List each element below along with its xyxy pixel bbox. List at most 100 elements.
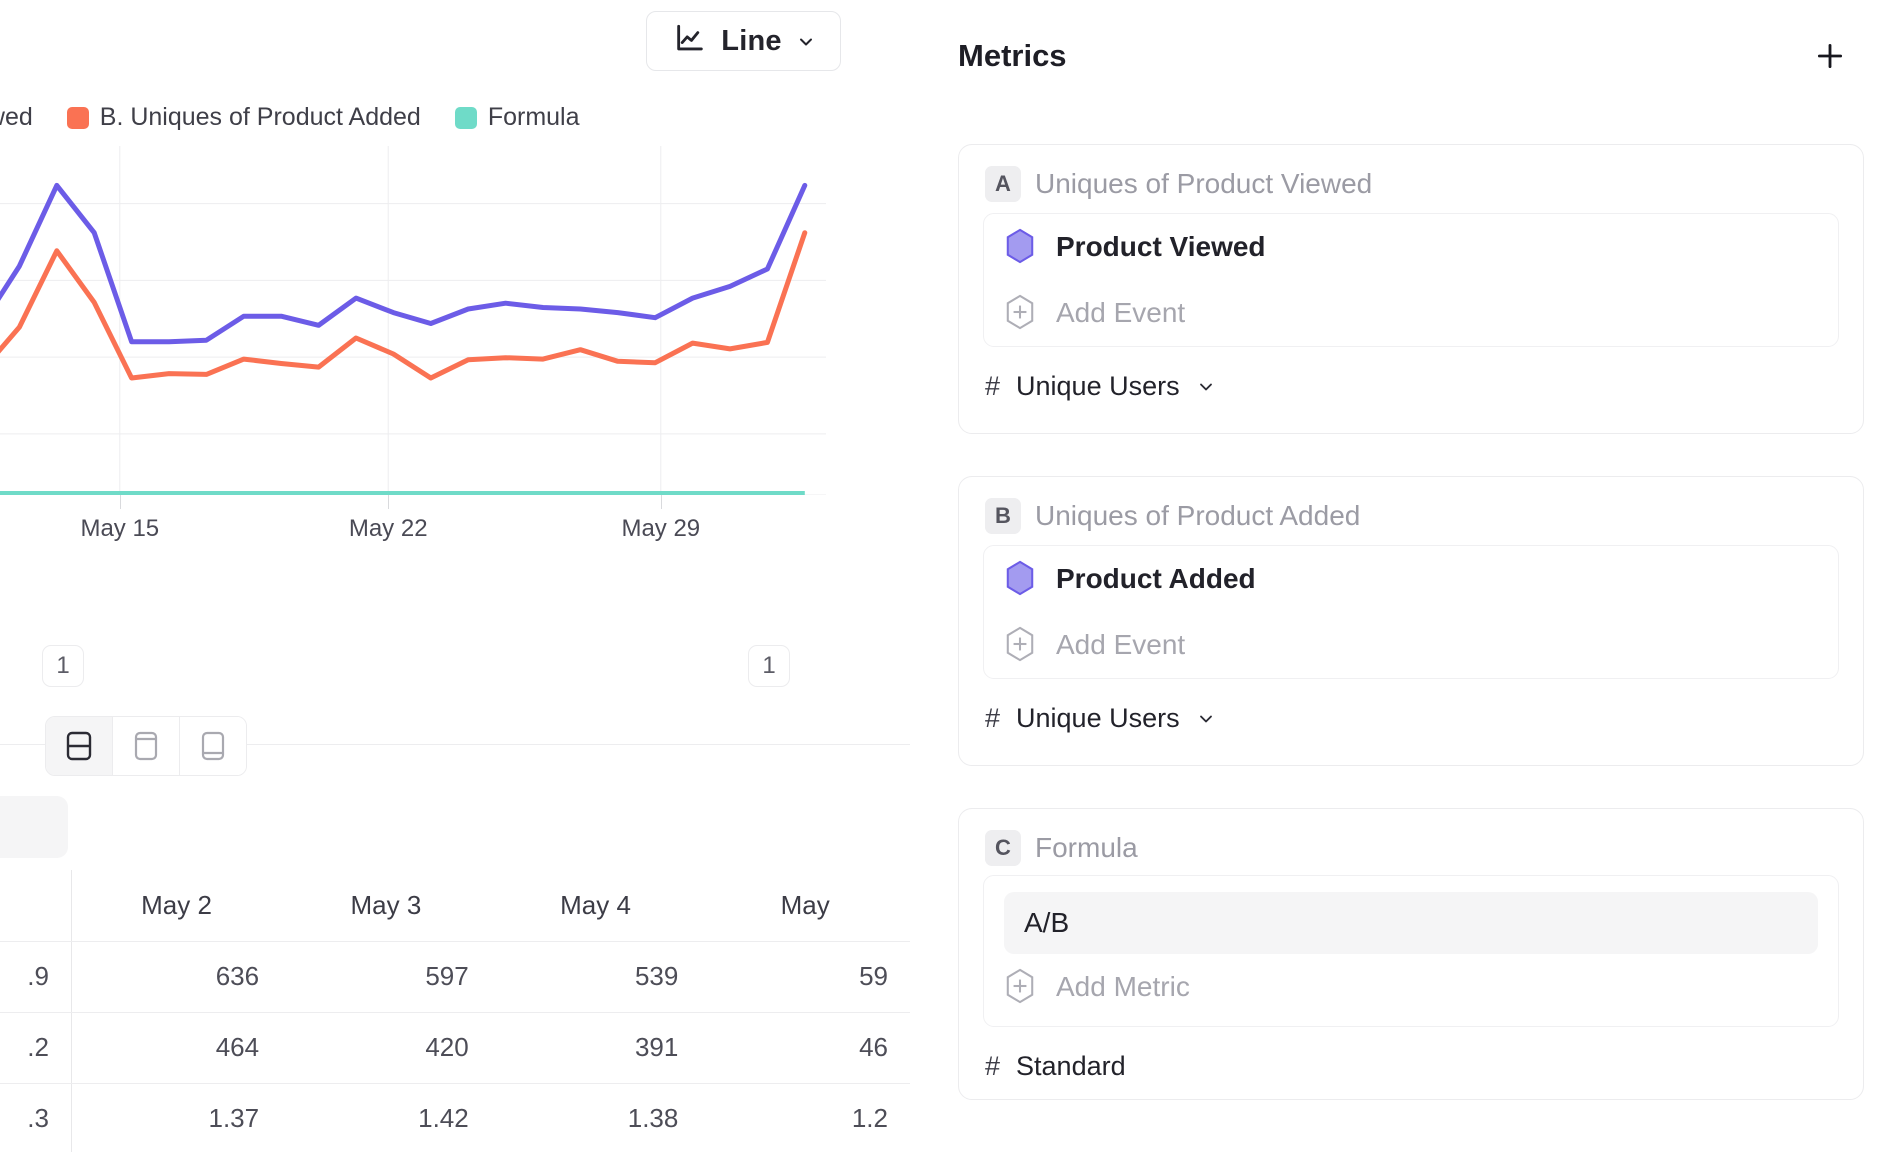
table-cell: 1.37 (71, 1083, 282, 1152)
x-axis-tick (388, 495, 390, 509)
table-col-header[interactable]: May (700, 870, 910, 942)
table-cell: 464 (71, 1012, 282, 1084)
legend-item-a[interactable]: ewed (0, 103, 33, 132)
page-badge-right[interactable]: 1 (748, 645, 790, 687)
metric-c-add-metric-label: Add Metric (1056, 971, 1190, 1002)
legend-label-a: ewed (0, 103, 33, 131)
metric-b-aggregation-label: Unique Users (1016, 702, 1180, 733)
metric-name-b[interactable]: Uniques of Product Added (1035, 500, 1361, 531)
x-axis-tick (660, 495, 662, 509)
x-axis-label: May 15 (80, 515, 160, 542)
table-sort-header[interactable] (0, 870, 72, 942)
table-row-label: .9 (0, 941, 72, 1013)
legend-swatch-c (454, 106, 477, 129)
chart-panel: Line ewed B. Uniques of Product Added Fo… (0, 0, 910, 1152)
metric-card-c: C Formula A/B Add Metric # Standard (958, 808, 1864, 1100)
hash-icon: # (985, 370, 1001, 401)
table-cell: 636 (71, 941, 282, 1013)
line-chart-plot (0, 146, 826, 495)
hexagon-icon (1004, 560, 1038, 598)
chart-x-axis: May 15 May 22 May 29 (0, 495, 826, 555)
legend-label-c: Formula (487, 103, 580, 131)
add-metric-plus-icon[interactable] (1810, 36, 1850, 76)
metrics-title: Metrics (958, 38, 1067, 73)
metric-b-event-name: Product Added (1056, 563, 1256, 594)
metric-c-add-metric-row[interactable]: Add Metric (984, 954, 1838, 1020)
metrics-header: Metrics (958, 30, 1850, 82)
chart-svg (0, 146, 826, 495)
metric-name-a[interactable]: Uniques of Product Viewed (1035, 168, 1373, 199)
metric-card-b: B Uniques of Product Added Product Added… (958, 476, 1864, 766)
chart-type-selector[interactable]: Line (646, 11, 841, 71)
metric-b-add-event-row[interactable]: Add Event (984, 612, 1838, 678)
table-row: .3 1.37 1.42 1.38 1.2 (0, 1083, 910, 1152)
table-cell: 46 (700, 1012, 910, 1084)
table-cell: 420 (281, 1012, 491, 1084)
metric-c-aggregation-label: Standard (1016, 1050, 1126, 1081)
metric-name-c[interactable]: Formula (1035, 832, 1138, 863)
table-cell: 539 (490, 941, 701, 1013)
plus-hexagon-icon (1004, 294, 1038, 332)
metric-badge-c: C (985, 830, 1021, 866)
table-col-header[interactable]: May 4 (490, 870, 701, 942)
metric-b-event-row[interactable]: Product Added (984, 546, 1838, 612)
chevron-down-icon (1196, 709, 1214, 727)
table-cell: 391 (490, 1012, 701, 1084)
metric-a-event-row[interactable]: Product Viewed (984, 214, 1838, 280)
metric-a-add-event-row[interactable]: Add Event (984, 280, 1838, 346)
table-row-label: .2 (0, 1012, 72, 1084)
x-axis-tick (119, 495, 121, 509)
data-table-region: May 2 May 3 May 4 May .9 636 597 539 59 (0, 870, 910, 1152)
metric-card-c-header: C Formula (959, 809, 1863, 866)
metric-b-add-event-label: Add Event (1056, 629, 1186, 660)
table-cell: 1.42 (281, 1083, 491, 1152)
chart-type-label: Line (721, 24, 782, 57)
metric-a-events-box: Product Viewed Add Event (983, 213, 1839, 347)
hash-icon: # (985, 702, 1001, 733)
split-horizontal-layout-button[interactable] (46, 717, 113, 775)
table-row: .2 464 420 391 46 (0, 1012, 910, 1084)
panel-divider (0, 744, 910, 745)
chart-legend: ewed B. Uniques of Product Added Formula (0, 103, 614, 132)
table-row: .9 636 597 539 59 (0, 941, 910, 1013)
metric-badge-a: A (985, 166, 1021, 202)
legend-label-b: B. Uniques of Product Added (99, 103, 421, 131)
data-table: May 2 May 3 May 4 May .9 636 597 539 59 (0, 870, 910, 1152)
table-header-row: May 2 May 3 May 4 May (0, 870, 910, 942)
filter-chip-placeholder[interactable] (0, 796, 68, 858)
legend-item-c[interactable]: Formula (454, 103, 580, 132)
metric-b-aggregation[interactable]: # Unique Users (959, 689, 1863, 747)
metric-card-a: A Uniques of Product Viewed Product View… (958, 144, 1864, 434)
metric-card-b-header: B Uniques of Product Added (959, 477, 1863, 534)
table-col-header[interactable]: May 2 (71, 870, 282, 942)
table-cell: 1.38 (490, 1083, 701, 1152)
metric-a-aggregation-label: Unique Users (1016, 370, 1180, 401)
metric-b-events-box: Product Added Add Event (983, 545, 1839, 679)
table-cell: 597 (281, 941, 491, 1013)
metric-a-event-name: Product Viewed (1056, 231, 1266, 262)
metric-card-a-header: A Uniques of Product Viewed (959, 145, 1863, 202)
table-row-label: .3 (0, 1083, 72, 1152)
hash-icon: # (985, 1050, 1001, 1081)
table-cell: 1.2 (700, 1083, 910, 1152)
x-axis-label: May 22 (348, 515, 428, 542)
formula-input[interactable]: A/B (1004, 892, 1818, 954)
metrics-panel: Metrics A Uniques of Product Viewed Prod… (910, 0, 1898, 1152)
table-col-header[interactable]: May 3 (281, 870, 491, 942)
table-cell: 59 (700, 941, 910, 1013)
line-chart-icon (673, 22, 707, 61)
metric-a-aggregation[interactable]: # Unique Users (959, 357, 1863, 415)
page-badge-left[interactable]: 1 (42, 645, 84, 687)
metric-badge-b: B (985, 498, 1021, 534)
chart-only-layout-button[interactable] (113, 717, 180, 775)
table-only-layout-button[interactable] (180, 717, 246, 775)
x-axis-label: May 29 (621, 515, 701, 542)
chevron-down-icon (796, 32, 814, 50)
chevron-down-icon (1196, 377, 1214, 395)
metric-a-add-event-label: Add Event (1056, 297, 1186, 328)
legend-item-b[interactable]: B. Uniques of Product Added (66, 103, 421, 132)
metric-c-aggregation[interactable]: # Standard (959, 1037, 1863, 1095)
chart-pagination: 1 1 (0, 645, 826, 691)
hexagon-icon (1004, 228, 1038, 266)
